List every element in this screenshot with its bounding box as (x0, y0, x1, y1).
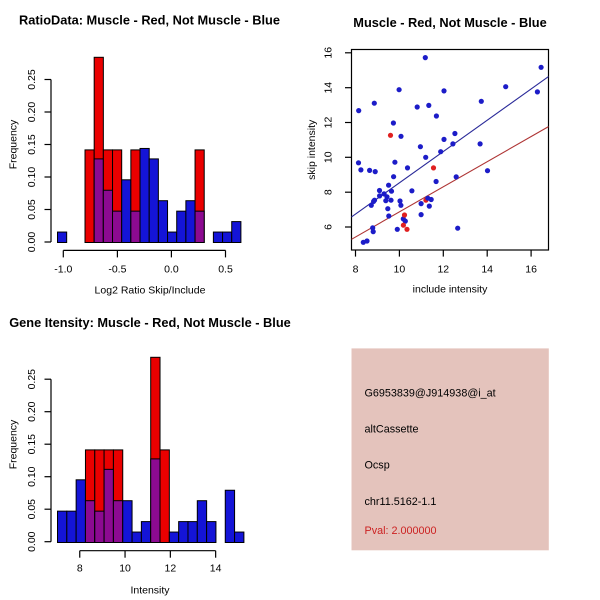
svg-text:include intensity: include intensity (413, 284, 488, 296)
svg-text:-0.5: -0.5 (108, 264, 126, 276)
svg-text:12: 12 (323, 117, 335, 129)
svg-text:0.25: 0.25 (26, 369, 38, 390)
svg-text:Muscle - Red, Not Muscle - Blu: Muscle - Red, Not Muscle - Blue (353, 15, 546, 30)
svg-text:Frequency: Frequency (8, 119, 20, 169)
svg-text:0.00: 0.00 (26, 232, 38, 253)
svg-text:8: 8 (353, 264, 359, 276)
svg-text:0.15: 0.15 (26, 134, 38, 155)
svg-text:14: 14 (210, 563, 222, 575)
svg-text:0.15: 0.15 (26, 434, 38, 455)
svg-text:0.05: 0.05 (26, 499, 38, 520)
svg-text:12: 12 (165, 563, 177, 575)
svg-text:Pval: 2.000000: Pval: 2.000000 (365, 525, 437, 537)
svg-text:skip intensity: skip intensity (306, 119, 318, 180)
svg-text:8: 8 (323, 189, 335, 195)
svg-text:0.10: 0.10 (26, 466, 38, 487)
svg-text:8: 8 (77, 563, 83, 575)
svg-text:6: 6 (323, 224, 335, 230)
svg-text:0.05: 0.05 (26, 199, 38, 220)
svg-text:-1.0: -1.0 (54, 264, 72, 276)
svg-text:10: 10 (323, 151, 335, 163)
svg-text:10: 10 (119, 563, 131, 575)
svg-text:10: 10 (394, 264, 406, 276)
svg-text:Gene Itensity: Muscle - Red, N: Gene Itensity: Muscle - Red, Not Muscle … (9, 315, 291, 330)
svg-text:14: 14 (481, 264, 493, 276)
svg-text:0.00: 0.00 (26, 531, 38, 552)
svg-text:Intensity: Intensity (130, 585, 170, 597)
svg-text:0.20: 0.20 (26, 102, 38, 123)
svg-text:14: 14 (323, 82, 335, 94)
svg-text:0.20: 0.20 (26, 401, 38, 422)
svg-text:16: 16 (323, 47, 335, 59)
svg-text:0.10: 0.10 (26, 167, 38, 188)
svg-text:altCassette: altCassette (365, 423, 419, 435)
svg-text:G6953839@J914938@i_at: G6953839@J914938@i_at (365, 388, 496, 400)
svg-text:Ocsp: Ocsp (365, 459, 390, 471)
svg-text:16: 16 (525, 264, 537, 276)
svg-text:0.25: 0.25 (26, 69, 38, 90)
svg-text:chr11.5162-1.1: chr11.5162-1.1 (365, 496, 437, 508)
svg-text:Log2 Ratio Skip/Include: Log2 Ratio Skip/Include (95, 285, 206, 297)
svg-text:0.0: 0.0 (164, 264, 179, 276)
svg-text:0.5: 0.5 (218, 264, 233, 276)
svg-text:12: 12 (437, 264, 449, 276)
svg-text:Frequency: Frequency (8, 419, 20, 469)
svg-text:RatioData: Muscle - Red, Not M: RatioData: Muscle - Red, Not Muscle - Bl… (19, 13, 280, 28)
